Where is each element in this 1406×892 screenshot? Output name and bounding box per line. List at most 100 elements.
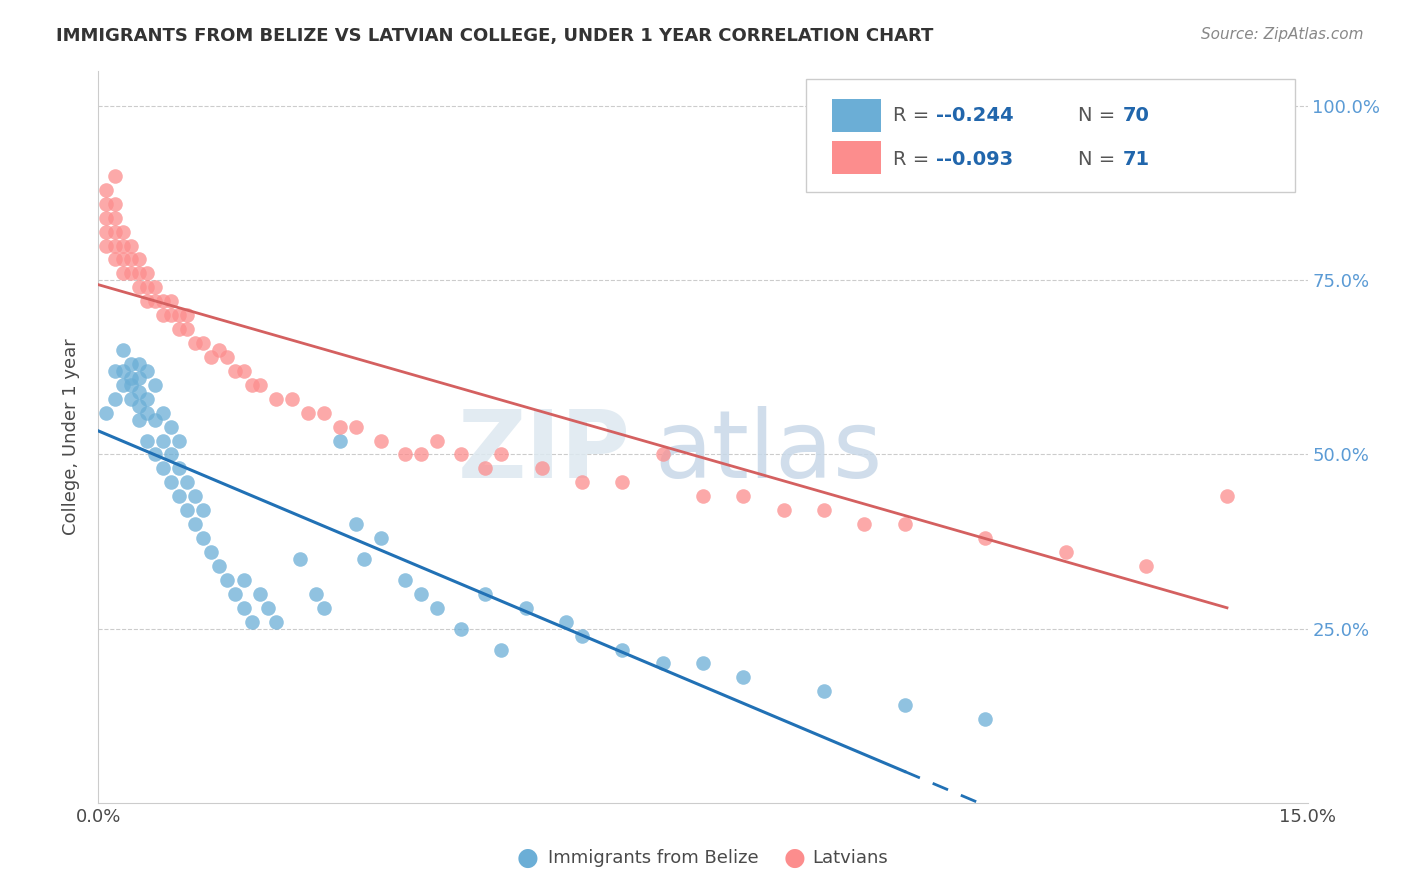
Point [111,238,134,252]
Text: 71: 71 [1122,150,1150,169]
Point [111,252,134,267]
Point [135,406,157,420]
Point [103,196,125,211]
Point [370,531,392,545]
Point [555,615,578,629]
Point [143,412,166,426]
Point [103,169,125,183]
Point [96,196,118,211]
Point [120,357,142,371]
Point [152,434,174,448]
Text: --0.244: --0.244 [936,106,1014,126]
Point [853,517,876,532]
Point [152,461,174,475]
Point [409,448,432,462]
Point [184,489,207,503]
Text: atlas: atlas [655,406,883,498]
Point [128,371,150,385]
Text: R =: R = [893,106,935,126]
Point [208,558,231,573]
Point [733,489,755,503]
Point [176,308,198,322]
Point [314,406,336,420]
Point [224,587,246,601]
Point [474,587,496,601]
Point [893,517,915,532]
Point [135,266,157,280]
Point [103,392,125,406]
Point [1054,545,1077,559]
Point [370,434,392,448]
Point [103,364,125,378]
Point [224,364,246,378]
Point [160,448,183,462]
Point [135,294,157,309]
Point [135,434,157,448]
Point [208,343,231,357]
Point [772,503,794,517]
Point [217,573,239,587]
Point [934,155,956,169]
Text: N =: N = [1078,106,1122,126]
Point [394,448,416,462]
Point [160,308,183,322]
Point [249,587,271,601]
Point [103,225,125,239]
Point [314,600,336,615]
Point [120,266,142,280]
Point [135,392,157,406]
Point [217,350,239,364]
Point [103,211,125,225]
Point [128,280,150,294]
Point [474,461,496,475]
Point [120,252,142,267]
Point [152,308,174,322]
Point [143,377,166,392]
Point [353,552,375,566]
Text: --0.093: --0.093 [936,150,1014,169]
Point [193,503,215,517]
Point [240,615,263,629]
Point [297,406,319,420]
Point [128,266,150,280]
Point [167,434,190,448]
Point [103,238,125,252]
Point [426,434,449,448]
Point [491,642,513,657]
Point [232,600,254,615]
Point [249,377,271,392]
Point [612,642,634,657]
Point [143,448,166,462]
Text: 70: 70 [1122,106,1150,126]
Text: ●: ● [516,847,538,870]
Point [491,448,513,462]
Point [111,343,134,357]
Point [152,406,174,420]
Point [167,461,190,475]
Point [974,712,997,726]
Point [530,461,553,475]
Point [96,211,118,225]
Point [813,503,835,517]
Point [394,573,416,587]
Text: Latvians: Latvians [813,849,889,867]
Point [893,698,915,713]
Point [200,350,222,364]
Point [329,419,352,434]
Point [128,357,150,371]
Point [160,419,183,434]
Point [813,684,835,698]
Point [120,371,142,385]
Point [450,622,472,636]
Point [120,392,142,406]
Point [184,336,207,351]
Text: R =: R = [893,150,935,169]
Point [96,406,118,420]
Point [167,308,190,322]
Point [111,377,134,392]
Point [184,517,207,532]
Point [193,336,215,351]
Point [143,280,166,294]
Point [426,600,449,615]
Point [176,475,198,490]
